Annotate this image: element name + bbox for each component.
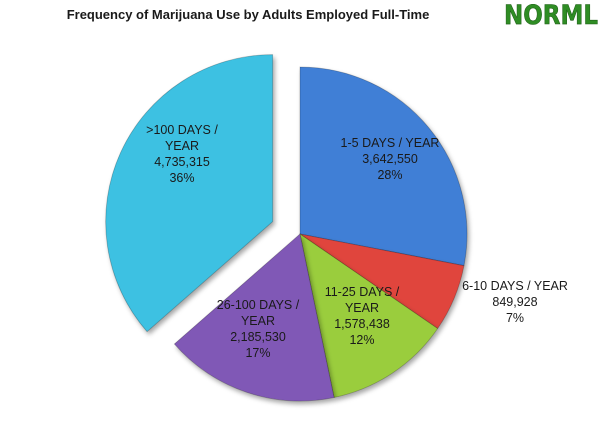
slice-label-line: 1,578,438 (334, 317, 390, 331)
slice-label-4: >100 DAYS / YEAR 4,735,315 36% (146, 123, 218, 185)
slice-label-line: YEAR (345, 301, 379, 315)
logo-text: NORML (504, 0, 598, 28)
pie-slice-2 (299, 233, 439, 398)
slice-label-line: 2,185,530 (230, 330, 286, 344)
slice-label-0: 1-5 DAYS / YEAR 3,642,550 28% (341, 136, 440, 182)
slice-label-line: 12% (349, 333, 374, 347)
slice-label-line: 28% (377, 168, 402, 182)
slice-label-line: 17% (245, 346, 270, 360)
slice-label-line: 36% (169, 171, 194, 185)
slice-label-line: 4,735,315 (154, 155, 210, 169)
pie-slice-4 (105, 54, 274, 333)
slice-label-line: 6-10 DAYS / YEAR (462, 279, 568, 293)
pie-slices (105, 54, 468, 402)
slice-label-line: 3,642,550 (362, 152, 418, 166)
slice-label-line: 26-100 DAYS / (217, 298, 300, 312)
slice-label-1: 6-10 DAYS / YEAR 849,928 7% (462, 279, 568, 325)
slice-label-line: >100 DAYS / (146, 123, 218, 137)
slice-label-3: 26-100 DAYS / YEAR 2,185,530 17% (217, 298, 300, 360)
pie-slice-0 (299, 66, 468, 267)
pie-slice-3 (173, 233, 335, 402)
slice-label-line: 7% (506, 311, 524, 325)
slice-label-line: YEAR (165, 139, 199, 153)
slice-label-line: 11-25 DAYS / (325, 285, 400, 299)
slice-label-line: 1-5 DAYS / YEAR (341, 136, 440, 150)
slice-label-2: 11-25 DAYS / YEAR 1,578,438 12% (325, 285, 400, 347)
pie-labels: 1-5 DAYS / YEAR 3,642,550 28% 6-10 DAYS / Y… (146, 123, 568, 360)
chart-title: Frequency of Marijuana Use by Adults Emp… (66, 7, 430, 22)
norml-logo: NORML (504, 0, 599, 28)
slice-label-line: 849,928 (492, 295, 537, 309)
slice-label-line: YEAR (241, 314, 275, 328)
